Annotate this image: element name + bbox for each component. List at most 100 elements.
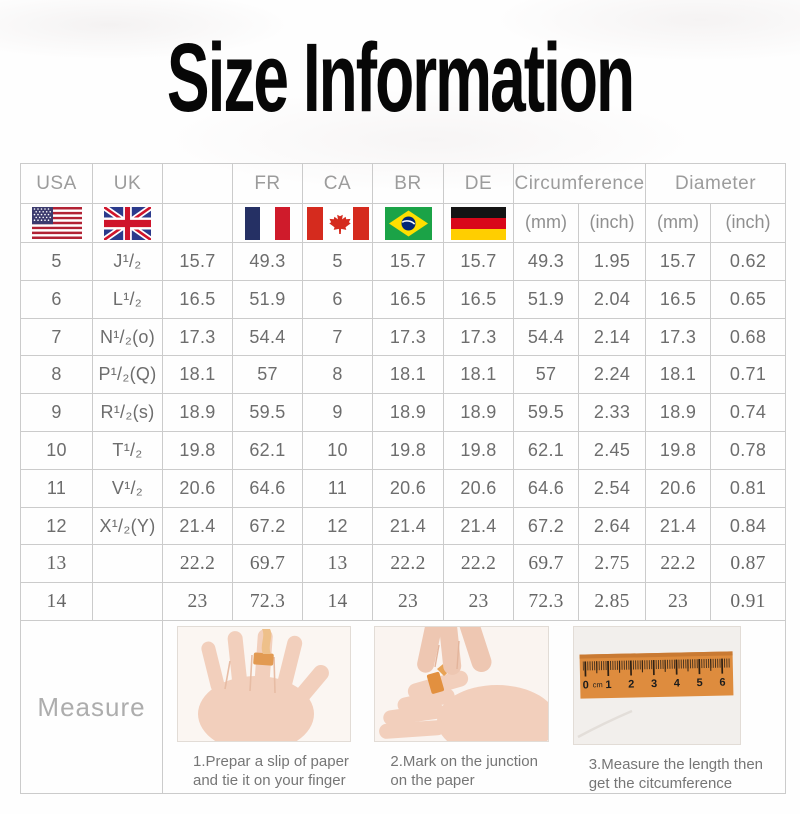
table-row: 11 V¹/₂ 20.6 64.6 11 20.6 20.6 64.6 2.54… [20,468,787,508]
cell-usa: 11 [20,468,93,508]
cell-circumference-inch: 2.85 [577,582,647,621]
table-row: 7 N¹/₂(o) 17.3 54.4 7 17.3 17.3 54.4 2.1… [20,317,787,357]
cell-de: 16.5 [443,279,514,319]
cell-usa: 14 [20,582,93,621]
cell-de: 19.8 [443,431,514,470]
cell-diameter-unlabeled: 17.3 [162,317,233,357]
table-row: 5 J¹/₂ 15.7 49.3 5 15.7 15.7 49.3 1.95 1… [20,242,787,281]
cell-usa: 12 [20,506,93,546]
cell-diameter-inch: 0.81 [710,468,787,508]
table-row: 6 L¹/₂ 16.5 51.9 6 16.5 16.5 51.9 2.04 1… [20,279,787,319]
ruler-label: 5 [696,677,702,689]
cell-uk: N¹/₂(o) [92,317,163,357]
measure-step-1-caption: 1.Prepar a slip of paper and tie it on y… [193,752,351,790]
measure-step-1: 1.Prepar a slip of paper and tie it on y… [177,626,351,790]
cell-fr: 67.2 [232,506,303,546]
cell-fr: 72.3 [232,582,303,621]
page-title: Size Information [166,23,635,132]
measure-label: Measure [20,619,163,795]
measure-step-3: 0 cm 1 2 3 4 5 6 [572,626,763,793]
ruler-label: 1 [605,679,611,691]
cell-br: 17.3 [372,317,444,357]
ruler-measure-illustration: 0 cm 1 2 3 4 5 6 [572,626,741,745]
cell-diameter-mm: 22.2 [645,544,712,584]
header-usa: USA [20,163,93,205]
cell-circumference-inch: 2.64 [577,506,647,546]
cell-uk [92,544,163,584]
cell-circumference-mm: 67.2 [513,506,579,546]
measure-step-3-caption: 3.Measure the length then get the citcum… [589,755,763,793]
germany-flag-cell [443,203,514,244]
cell-de: 22.2 [443,544,514,584]
cell-usa: 10 [20,431,93,470]
cell-usa: 6 [20,279,93,319]
cell-diameter-inch: 0.91 [710,582,787,621]
cell-diameter-mm: 15.7 [645,242,712,281]
cell-circumference-mm: 54.4 [513,317,579,357]
cell-fr: 51.9 [232,279,303,319]
ring-size-table: USA UK FR CA BR DE Circumference Diamete… [20,163,787,795]
usa-flag-cell [20,203,93,244]
measure-steps: 1.Prepar a slip of paper and tie it on y… [164,622,785,793]
cell-diameter-unlabeled: 16.5 [162,279,233,319]
cell-ca: 14 [302,582,373,621]
cell-diameter-inch: 0.65 [710,279,787,319]
header-fr: FR [232,163,303,205]
header-diameter: Diameter [645,163,787,205]
germany-flag-icon [451,206,506,240]
header-de: DE [443,163,514,205]
ruler-label: 4 [673,678,680,690]
ruler-label: 2 [628,678,634,690]
cell-ca: 12 [302,506,373,546]
cell-diameter-inch: 0.68 [710,317,787,357]
cell-fr: 69.7 [232,544,303,584]
caption-line: 3.Measure the length then [588,756,764,773]
cell-circumference-mm: 57 [513,355,579,395]
unit-diameter-mm: (mm) [645,203,712,244]
cell-diameter-unlabeled: 15.7 [162,242,233,281]
cell-usa: 8 [20,355,93,395]
cell-diameter-mm: 18.9 [645,393,712,433]
table-body: 5 J¹/₂ 15.7 49.3 5 15.7 15.7 49.3 1.95 1… [20,242,787,621]
cell-ca: 11 [302,468,373,508]
mark-junction-illustration [374,626,550,742]
ruler-label: 0 [582,679,588,691]
cell-diameter-unlabeled: 18.1 [162,355,233,395]
cell-de: 17.3 [443,317,514,357]
cell-usa: 9 [20,393,93,433]
cell-fr: 64.6 [232,468,303,508]
measure-step-2-caption: 2.Mark on the junction on the paper [390,752,549,790]
cell-uk: L¹/₂ [92,279,163,319]
cell-fr: 62.1 [232,431,303,470]
table-row: 12 X¹/₂(Y) 21.4 67.2 12 21.4 21.4 67.2 2… [20,506,787,546]
cell-uk: P¹/₂(Q) [92,355,163,395]
cell-diameter-mm: 17.3 [645,317,712,357]
uk-flag-icon [102,204,153,242]
cell-uk: J¹/₂ [92,242,163,281]
cell-br: 15.7 [372,242,444,281]
cell-usa: 5 [20,242,93,281]
cell-br: 20.6 [372,468,444,508]
cell-diameter-inch: 0.84 [710,506,787,546]
cell-diameter-inch: 0.87 [710,544,787,584]
cell-circumference-inch: 2.33 [577,393,647,433]
cell-circumference-mm: 69.7 [513,544,579,584]
cell-diameter-inch: 0.74 [710,393,787,433]
cell-diameter-unlabeled: 21.4 [162,506,233,546]
unit-circumference-mm: (mm) [513,203,579,244]
table-header-row: USA UK FR CA BR DE Circumference Diamete… [20,163,787,205]
cell-de: 21.4 [443,506,514,546]
caption-line: 1.Prepar a slip of paper [193,753,349,770]
canada-flag-cell [302,203,373,244]
cell-diameter-unlabeled: 18.9 [162,393,233,433]
paper-strip-ruler: 0 cm 1 2 3 4 5 6 [579,651,734,699]
cell-ca: 9 [302,393,373,433]
cell-br: 19.8 [372,431,444,470]
brazil-flag-cell [372,203,444,244]
cell-br: 18.1 [372,355,444,395]
unit-diameter-inch: (inch) [710,203,787,244]
measure-steps-cell: 1.Prepar a slip of paper and tie it on y… [161,619,787,795]
unit-circumference-inch: (inch) [577,203,647,244]
header-uk: UK [92,163,163,205]
cell-circumference-mm: 51.9 [513,279,579,319]
